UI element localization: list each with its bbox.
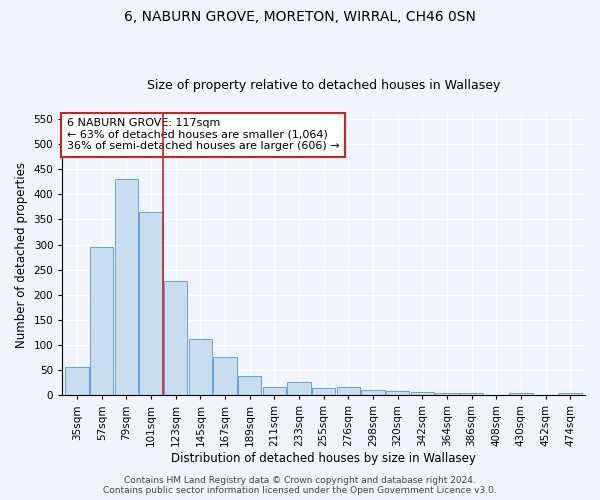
Bar	[90, 247, 113, 396]
Bar	[287, 382, 311, 396]
X-axis label: Distribution of detached houses by size in Wallasey: Distribution of detached houses by size …	[171, 452, 476, 465]
Bar	[361, 390, 385, 396]
Bar	[312, 388, 335, 396]
Bar	[410, 392, 434, 396]
Text: Contains HM Land Registry data © Crown copyright and database right 2024.
Contai: Contains HM Land Registry data © Crown c…	[103, 476, 497, 495]
Bar	[559, 394, 582, 396]
Bar	[139, 212, 163, 396]
Bar	[509, 393, 533, 396]
Y-axis label: Number of detached properties: Number of detached properties	[15, 162, 28, 348]
Bar	[214, 356, 237, 396]
Bar	[188, 338, 212, 396]
Text: 6 NABURN GROVE: 117sqm
← 63% of detached houses are smaller (1,064)
36% of semi-: 6 NABURN GROVE: 117sqm ← 63% of detached…	[67, 118, 339, 152]
Bar	[164, 281, 187, 396]
Bar	[65, 366, 89, 396]
Bar	[337, 388, 360, 396]
Title: Size of property relative to detached houses in Wallasey: Size of property relative to detached ho…	[147, 79, 500, 92]
Bar	[386, 391, 409, 396]
Bar	[460, 393, 484, 396]
Text: 6, NABURN GROVE, MORETON, WIRRAL, CH46 0SN: 6, NABURN GROVE, MORETON, WIRRAL, CH46 0…	[124, 10, 476, 24]
Bar	[435, 393, 458, 396]
Bar	[263, 387, 286, 396]
Bar	[115, 180, 138, 396]
Bar	[238, 376, 262, 396]
